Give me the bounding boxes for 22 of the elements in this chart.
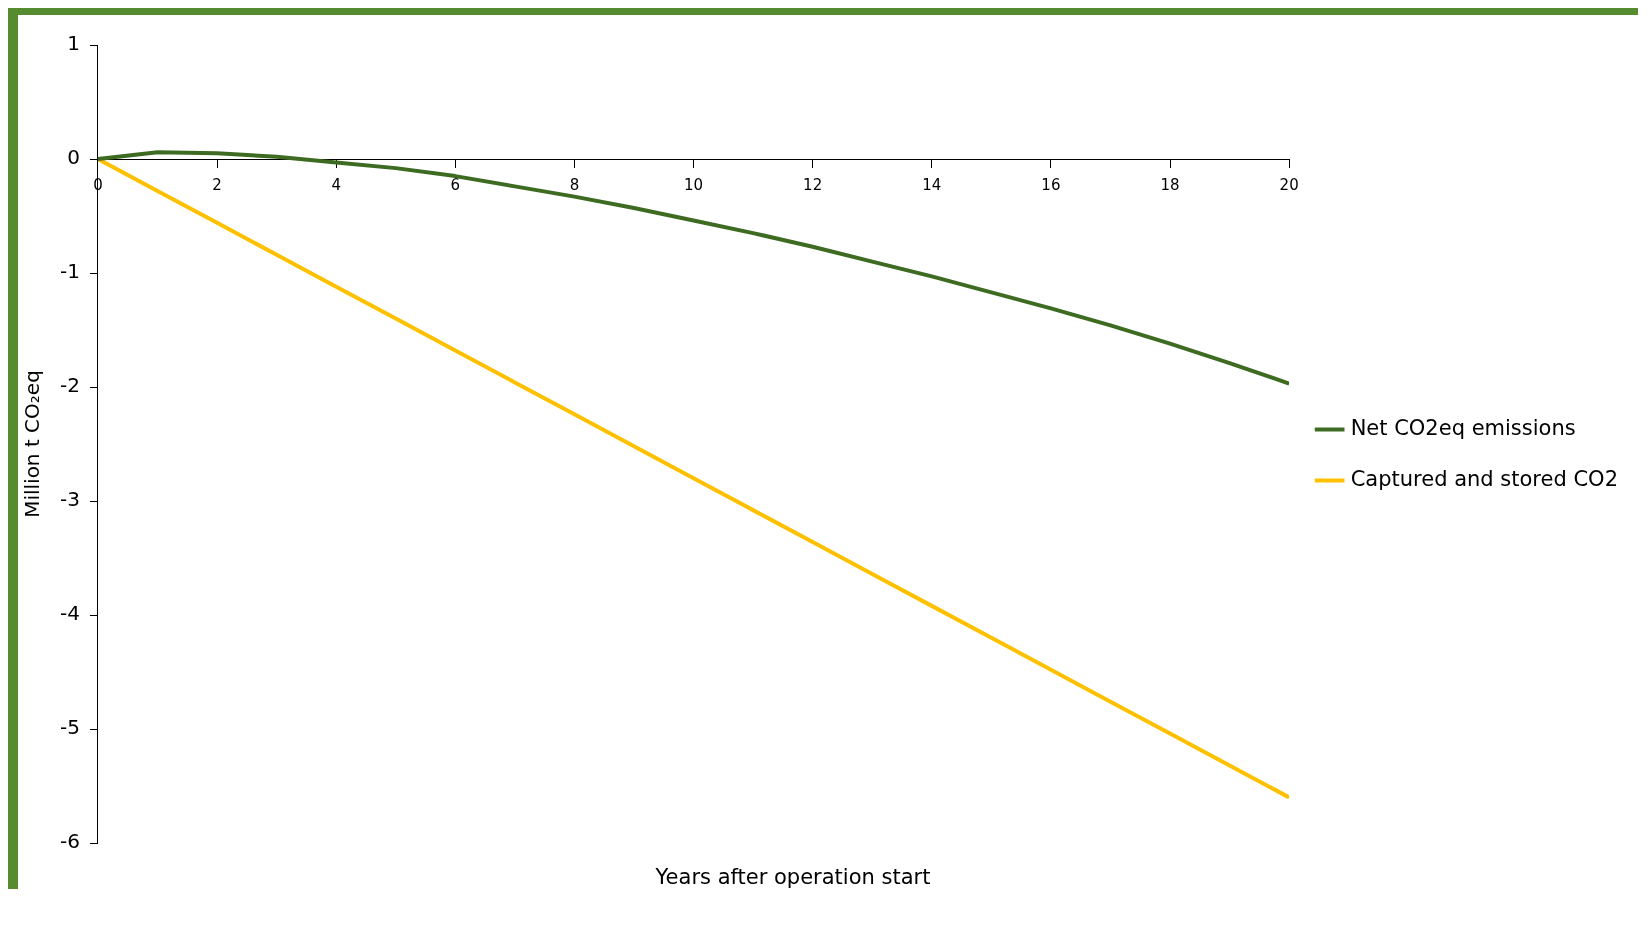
y-tick-label: -4 bbox=[59, 601, 80, 626]
legend-label: Net CO2eq emissions bbox=[1350, 415, 1576, 440]
x-tick-label: 12 bbox=[803, 175, 823, 194]
x-tick-label: 8 bbox=[569, 175, 580, 194]
x-tick-label: 4 bbox=[331, 175, 341, 194]
x-tick-label: 18 bbox=[1160, 175, 1180, 194]
y-tick-label: -6 bbox=[59, 829, 80, 854]
y-axis-title: Million t CO₂eq bbox=[20, 370, 45, 518]
y-tick-label: 0 bbox=[67, 145, 80, 170]
legend-label: Captured and stored CO2 bbox=[1350, 466, 1619, 491]
y-tick-label: -2 bbox=[59, 373, 80, 398]
x-tick-label: 2 bbox=[212, 175, 222, 194]
x-tick-label: 10 bbox=[683, 175, 704, 194]
x-tick-label: 20 bbox=[1279, 175, 1299, 194]
y-tick-label: -1 bbox=[59, 259, 80, 284]
x-axis-title: Years after operation start bbox=[654, 865, 932, 889]
x-tick-label: 14 bbox=[922, 175, 942, 194]
x-tick-label: 16 bbox=[1041, 175, 1061, 194]
x-tick-label: 6 bbox=[450, 175, 461, 194]
y-tick-label: -3 bbox=[59, 487, 80, 512]
y-tick-label: -5 bbox=[59, 715, 80, 740]
y-tick-label: 1 bbox=[67, 31, 80, 56]
